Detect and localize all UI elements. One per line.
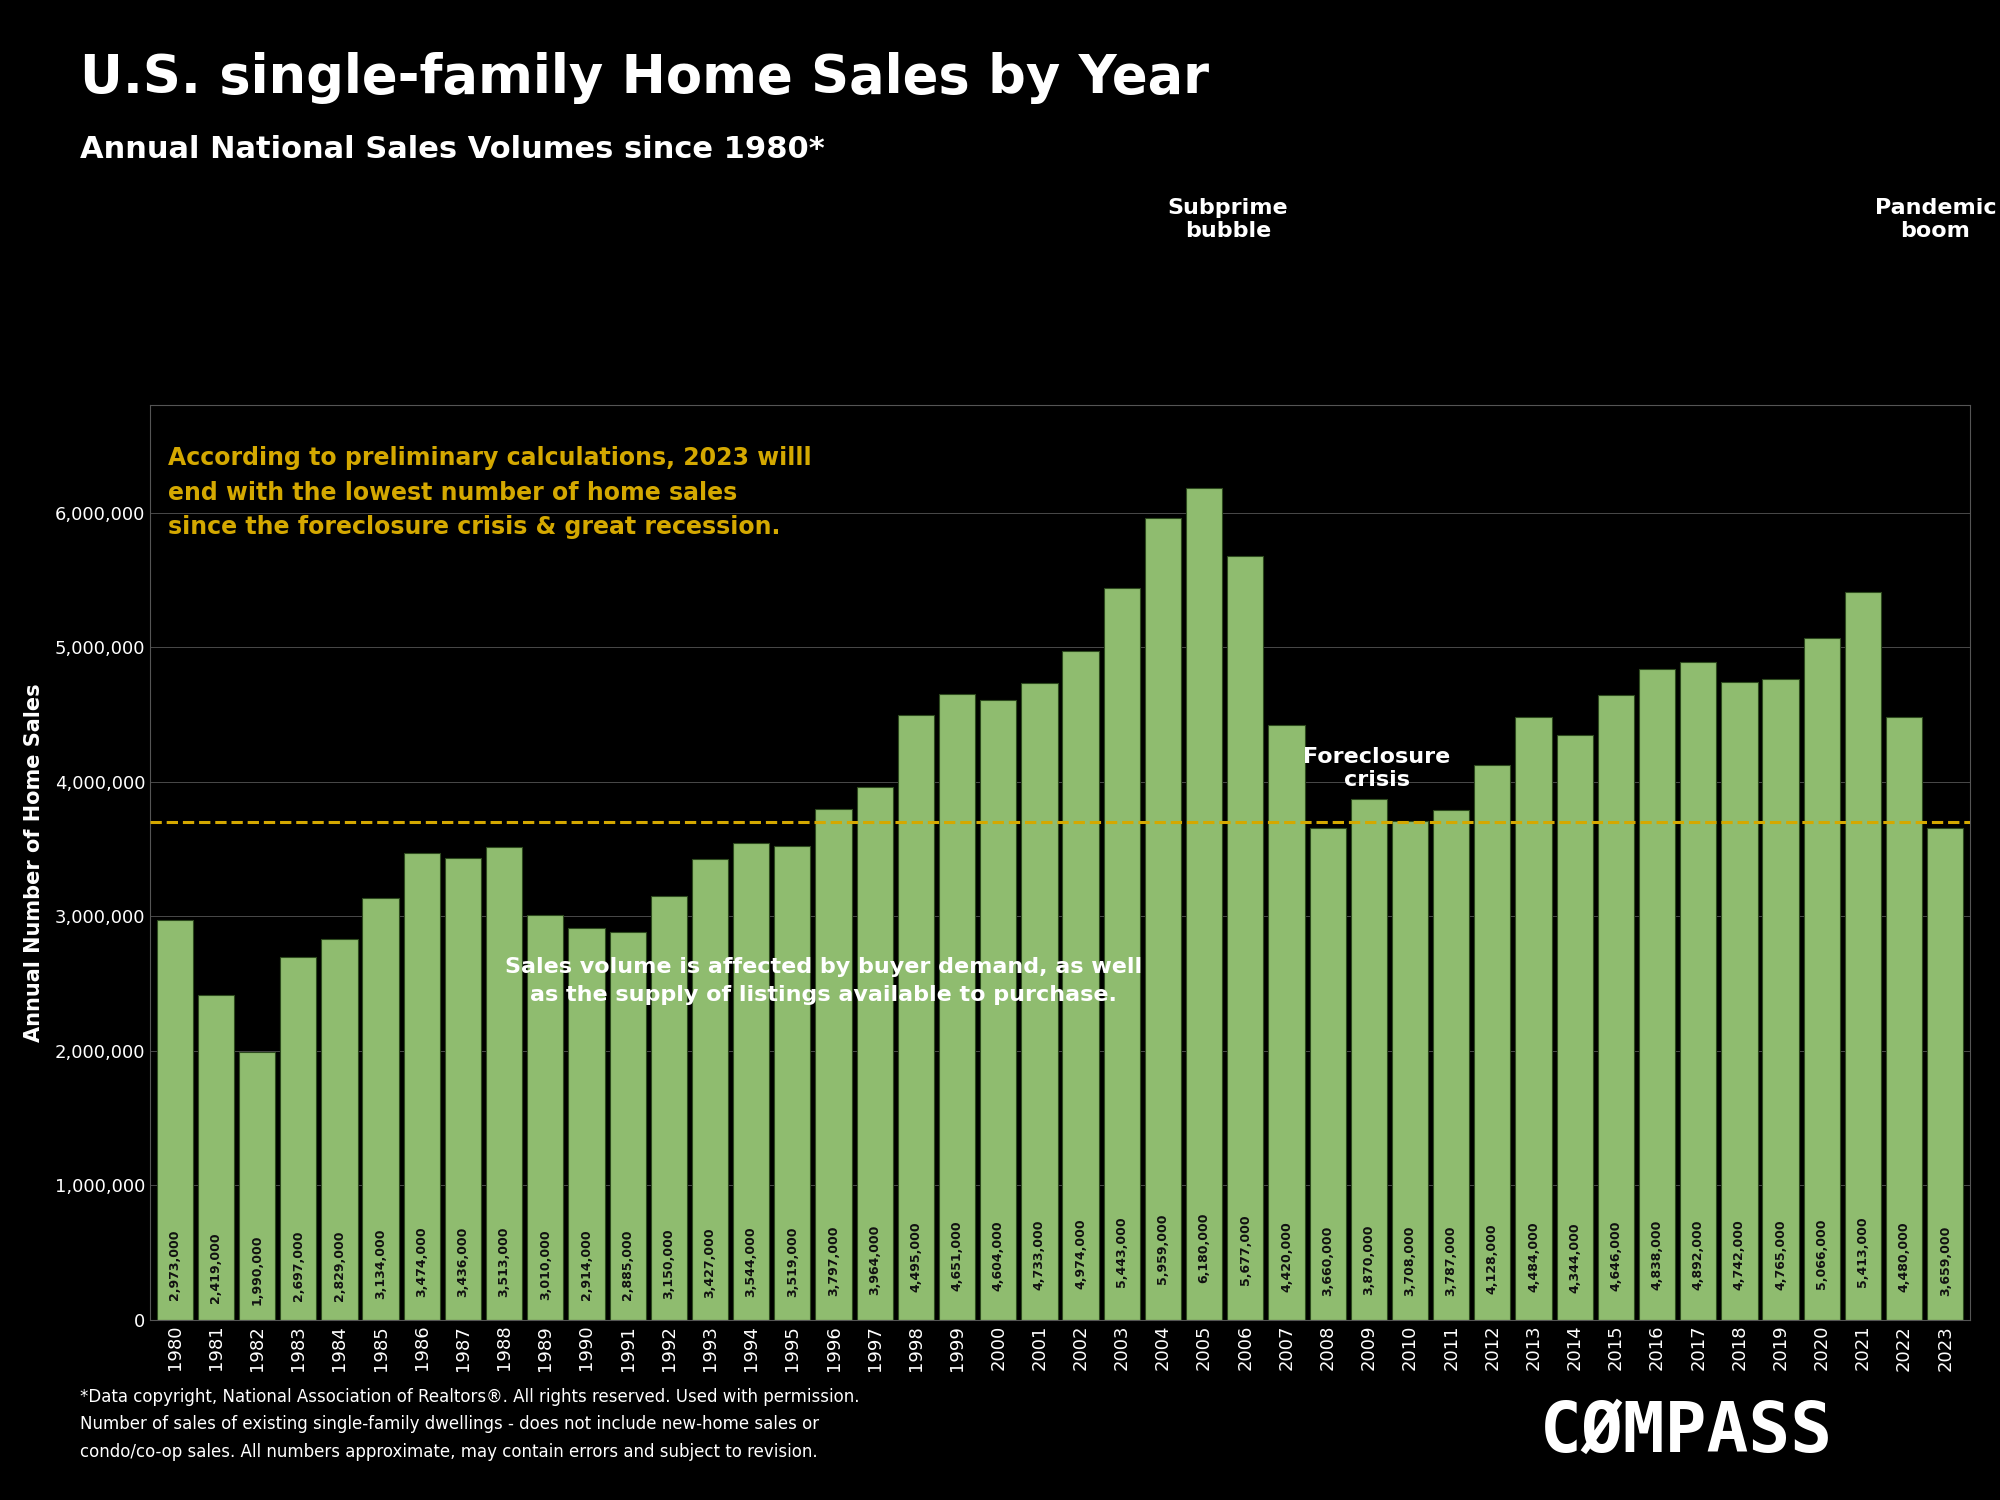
Bar [734, 843, 770, 1320]
Text: 2,419,000: 2,419,000 [210, 1233, 222, 1304]
Text: 3,797,000: 3,797,000 [828, 1226, 840, 1296]
Text: 3,436,000: 3,436,000 [456, 1227, 470, 1298]
Bar [486, 847, 522, 1320]
Bar [898, 716, 934, 1320]
Text: Sales volume is affected by buyer demand, as well
as the supply of listings avai: Sales volume is affected by buyer demand… [504, 957, 1142, 1005]
Bar [1680, 662, 1716, 1320]
Bar [692, 859, 728, 1320]
Text: 4,838,000: 4,838,000 [1650, 1220, 1664, 1290]
Text: 3,870,000: 3,870,000 [1362, 1224, 1376, 1294]
Text: 4,765,000: 4,765,000 [1774, 1220, 1788, 1290]
Text: 4,604,000: 4,604,000 [992, 1221, 1004, 1292]
Text: 4,495,000: 4,495,000 [910, 1221, 922, 1292]
Text: CØMPASS: CØMPASS [1540, 1400, 1834, 1466]
Text: Pandemic
boom: Pandemic boom [1874, 198, 1996, 242]
Bar [1350, 800, 1386, 1320]
Text: 4,128,000: 4,128,000 [1486, 1222, 1498, 1293]
Bar [816, 808, 852, 1320]
Text: 2,829,000: 2,829,000 [332, 1230, 346, 1300]
Text: 3,964,000: 3,964,000 [868, 1224, 882, 1294]
Text: 2,885,000: 2,885,000 [622, 1230, 634, 1300]
Text: 3,660,000: 3,660,000 [1322, 1226, 1334, 1296]
Text: 2,973,000: 2,973,000 [168, 1230, 182, 1300]
Text: 3,134,000: 3,134,000 [374, 1228, 388, 1299]
Bar [1928, 828, 1964, 1320]
Text: Annual National Sales Volumes since 1980*: Annual National Sales Volumes since 1980… [80, 135, 824, 164]
Text: 5,677,000: 5,677,000 [1238, 1215, 1252, 1286]
Bar [1556, 735, 1592, 1320]
Bar [1886, 717, 1922, 1320]
Bar [1722, 682, 1758, 1320]
Bar [1062, 651, 1098, 1320]
Text: 5,413,000: 5,413,000 [1856, 1216, 1870, 1287]
Text: 3,513,000: 3,513,000 [498, 1227, 510, 1298]
Bar [528, 915, 564, 1320]
Bar [322, 939, 358, 1320]
Bar [856, 786, 892, 1320]
Text: 4,420,000: 4,420,000 [1280, 1221, 1292, 1292]
Bar [1268, 726, 1304, 1320]
Bar [238, 1052, 276, 1320]
Bar [1804, 639, 1840, 1320]
Text: 5,443,000: 5,443,000 [1116, 1216, 1128, 1287]
Bar [198, 994, 234, 1320]
Text: 4,651,000: 4,651,000 [950, 1221, 964, 1292]
Bar [1598, 694, 1634, 1320]
Bar [1516, 717, 1552, 1320]
Text: *Data copyright, National Association of Realtors®. All rights reserved. Used wi: *Data copyright, National Association of… [80, 1388, 860, 1461]
Text: 4,742,000: 4,742,000 [1732, 1220, 1746, 1290]
Text: Subprime
bubble: Subprime bubble [1168, 198, 1288, 242]
Text: 3,427,000: 3,427,000 [704, 1227, 716, 1298]
Bar [362, 898, 398, 1320]
Y-axis label: Annual Number of Home Sales: Annual Number of Home Sales [24, 682, 44, 1042]
Bar [1104, 588, 1140, 1320]
Text: U.S. single-family Home Sales by Year: U.S. single-family Home Sales by Year [80, 53, 1208, 105]
Bar [1638, 669, 1676, 1320]
Bar [280, 957, 316, 1320]
Bar [1186, 489, 1222, 1320]
Bar [650, 896, 686, 1320]
Text: 4,733,000: 4,733,000 [1032, 1220, 1046, 1290]
Bar [1434, 810, 1470, 1320]
Bar [774, 846, 810, 1320]
Bar [1310, 828, 1346, 1320]
Text: 4,484,000: 4,484,000 [1528, 1221, 1540, 1292]
Bar [610, 932, 646, 1320]
Bar [568, 928, 604, 1320]
Bar [1762, 680, 1798, 1320]
Bar [404, 852, 440, 1320]
Bar [1474, 765, 1510, 1320]
Text: 6,180,000: 6,180,000 [1198, 1212, 1210, 1282]
Bar [938, 694, 976, 1320]
Text: According to preliminary calculations, 2023 willl
end with the lowest number of : According to preliminary calculations, 2… [168, 446, 812, 538]
Text: 3,544,000: 3,544,000 [744, 1227, 758, 1298]
Text: 4,646,000: 4,646,000 [1610, 1221, 1622, 1292]
Text: 3,010,000: 3,010,000 [538, 1228, 552, 1300]
Text: 3,659,000: 3,659,000 [1938, 1226, 1952, 1296]
Text: 2,697,000: 2,697,000 [292, 1232, 304, 1302]
Text: 2,914,000: 2,914,000 [580, 1230, 592, 1300]
Bar [1228, 556, 1264, 1320]
Text: 3,708,000: 3,708,000 [1404, 1226, 1416, 1296]
Text: 3,150,000: 3,150,000 [662, 1228, 676, 1299]
Text: 3,474,000: 3,474,000 [416, 1227, 428, 1298]
Text: 1,990,000: 1,990,000 [250, 1234, 264, 1305]
Text: 4,344,000: 4,344,000 [1568, 1222, 1582, 1293]
Text: 4,480,000: 4,480,000 [1898, 1221, 1910, 1292]
Text: 3,787,000: 3,787,000 [1444, 1226, 1458, 1296]
Bar [1844, 591, 1882, 1320]
Text: 3,519,000: 3,519,000 [786, 1227, 798, 1298]
Text: Foreclosure
crisis: Foreclosure crisis [1304, 747, 1450, 790]
Bar [980, 700, 1016, 1320]
Bar [1022, 682, 1058, 1320]
Bar [156, 920, 192, 1320]
Bar [444, 858, 482, 1320]
Text: 5,066,000: 5,066,000 [1816, 1218, 1828, 1288]
Bar [1144, 518, 1182, 1320]
Text: 5,959,000: 5,959,000 [1156, 1214, 1170, 1284]
Text: 4,892,000: 4,892,000 [1692, 1220, 1704, 1290]
Bar [1392, 821, 1428, 1320]
Text: 4,974,000: 4,974,000 [1074, 1218, 1088, 1288]
